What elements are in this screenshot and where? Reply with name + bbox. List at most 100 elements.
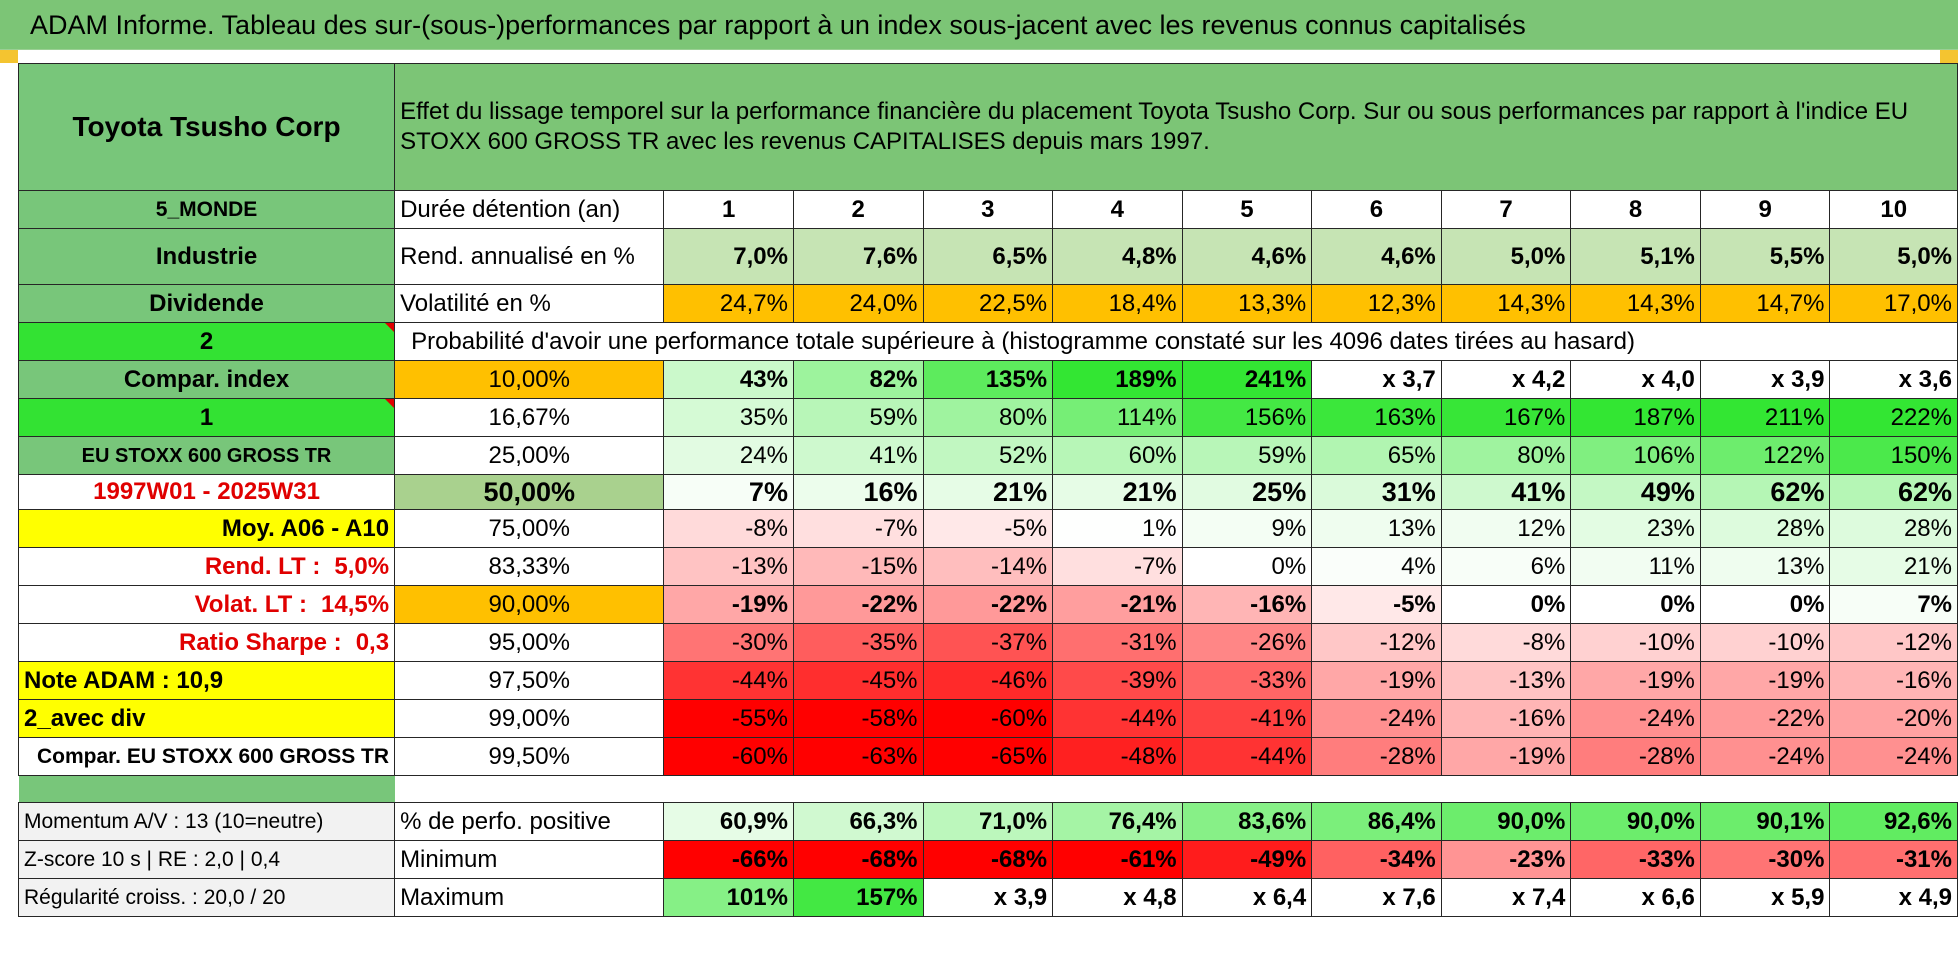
performance-table: Toyota Tsusho Corp Effet du lissage temp… (17, 63, 1958, 917)
quantile-value-cell: -41% (1181, 699, 1313, 738)
quantile-value-cell: -58% (792, 699, 924, 738)
rend-lt-label-text: Rend. LT : (204, 552, 321, 580)
quantile-value-cell: 189% (1052, 360, 1183, 399)
quantile-value-cell: -8% (663, 509, 794, 548)
pct-positive-cell: 86,4% (1311, 802, 1442, 841)
quantile-value-cell: x 4,2 (1440, 360, 1572, 399)
quantile-level-cell: 83,33% (394, 547, 665, 586)
quantile-value-cell: -7% (792, 509, 924, 548)
quantile-value-cell: 80% (1440, 436, 1572, 475)
sector-label: Industrie (17, 228, 396, 285)
quantile-value-cell: x 3,7 (1311, 360, 1442, 399)
quantile-value-cell: -45% (792, 661, 924, 700)
quantile-value-cell: -46% (922, 661, 1054, 700)
minimum-cell: -34% (1311, 840, 1442, 879)
compar-full-label: Compar. EU STOXX 600 GROSS TR (17, 737, 396, 776)
volatility-cell: 12,3% (1311, 284, 1442, 323)
quantile-level-cell: 97,50% (394, 661, 665, 700)
quantile-value-cell: -35% (792, 623, 924, 662)
quantile-value-cell: 13% (1311, 509, 1442, 548)
dividend-flag-cell[interactable]: 2 (17, 322, 396, 361)
quantile-value-cell: 0% (1570, 585, 1701, 624)
annual-return-label: Rend. annualisé en % (394, 228, 665, 285)
maximum-cell: 157% (792, 878, 924, 917)
quantile-value-cell: -48% (1052, 737, 1183, 776)
quantile-value-cell: -24% (1699, 737, 1831, 776)
volat-lt-label-value: 14,5% (321, 590, 390, 618)
sharpe-label-value: 0,3 (355, 628, 390, 656)
annual-return-cell: 5,1% (1570, 228, 1701, 285)
pct-positive-cell: 90,1% (1699, 802, 1831, 841)
quantile-value-cell: -33% (1181, 661, 1313, 700)
quantile-value-cell: -30% (663, 623, 794, 662)
pct-positive-cell: 83,6% (1181, 802, 1313, 841)
quantile-value-cell: -65% (922, 737, 1054, 776)
quantile-level-cell: 99,50% (394, 737, 665, 776)
quantile-value-cell: -5% (1311, 585, 1442, 624)
pct-positive-cell: 92,6% (1829, 802, 1958, 841)
quantile-value-cell: 7% (1829, 585, 1958, 624)
year-header-3: 3 (922, 190, 1054, 229)
quantile-value-cell: -44% (663, 661, 794, 700)
quantile-value-cell: 41% (1440, 474, 1572, 510)
quantile-value-cell: -44% (1052, 699, 1183, 738)
pct-positive-cell: 66,3% (792, 802, 924, 841)
quantile-value-cell: 25% (1181, 474, 1313, 510)
compar-index-label: Compar. index (17, 360, 396, 399)
minimum-cell: -68% (922, 840, 1054, 879)
sharpe-label: Ratio Sharpe : 0,3 (17, 623, 396, 662)
year-header-7: 7 (1440, 190, 1572, 229)
maximum-cell: x 7,4 (1440, 878, 1572, 917)
volatility-label: Volatilité en % (394, 284, 665, 323)
quantile-value-cell: 135% (922, 360, 1054, 399)
quantile-value-cell: 167% (1440, 398, 1572, 437)
minimum-cell: -68% (792, 840, 924, 879)
maximum-cell: x 6,4 (1181, 878, 1313, 917)
quantile-value-cell: -19% (1311, 661, 1442, 700)
volat-lt-label: Volat. LT : 14,5% (17, 585, 396, 624)
quantile-value-cell: 11% (1570, 547, 1701, 586)
momentum-label: Momentum A/V : 13 (10=neutre) (17, 802, 396, 841)
quantile-value-cell: 41% (792, 436, 924, 475)
quantile-value-cell: -21% (1052, 585, 1183, 624)
minimum-cell: -66% (663, 840, 794, 879)
volatility-cell: 24,7% (663, 284, 794, 323)
pct-positive-cell: 90,0% (1570, 802, 1701, 841)
quantile-value-cell: -15% (792, 547, 924, 586)
year-header-8: 8 (1570, 190, 1701, 229)
annual-return-cell: 4,6% (1181, 228, 1313, 285)
volatility-cell: 24,0% (792, 284, 924, 323)
quantile-value-cell: -22% (922, 585, 1054, 624)
quantile-value-cell: -12% (1829, 623, 1958, 662)
region-label: 5_MONDE (17, 190, 396, 229)
quantile-value-cell: 49% (1570, 474, 1701, 510)
quantile-value-cell: 21% (922, 474, 1054, 510)
quantile-value-cell: -24% (1570, 699, 1701, 738)
quantile-value-cell: 13% (1699, 547, 1831, 586)
report-title: ADAM Informe. Tableau des sur-(sous-)per… (0, 0, 1958, 50)
year-header-4: 4 (1052, 190, 1183, 229)
dividend-label: Dividende (17, 284, 396, 323)
year-header-2: 2 (792, 190, 924, 229)
annual-return-cell: 4,6% (1311, 228, 1442, 285)
quantile-value-cell: 1% (1052, 509, 1183, 548)
probability-caption: Probabilité d'avoir une performance tota… (394, 322, 1830, 361)
company-name: Toyota Tsusho Corp (17, 63, 396, 191)
period-label: 1997W01 - 2025W31 (17, 474, 396, 510)
annual-return-cell: 5,0% (1440, 228, 1572, 285)
quantile-value-cell: -22% (1699, 699, 1831, 738)
minimum-cell: -61% (1052, 840, 1183, 879)
quantile-level-cell: 25,00% (394, 436, 665, 475)
year-header-10: 10 (1829, 190, 1958, 229)
volat-lt-label-text: Volat. LT : (194, 590, 307, 618)
pct-positive-label: % de perfo. positive (394, 802, 665, 841)
quantile-value-cell: 59% (792, 398, 924, 437)
quantile-value-cell: -16% (1440, 699, 1572, 738)
maximum-cell: x 7,6 (1311, 878, 1442, 917)
quantile-value-cell: -10% (1570, 623, 1701, 662)
index-flag-cell[interactable]: 1 (17, 398, 396, 437)
quantile-value-cell: 106% (1570, 436, 1701, 475)
quantile-level-cell: 90,00% (394, 585, 665, 624)
annual-return-cell: 5,5% (1699, 228, 1831, 285)
empty-cell (1829, 322, 1958, 361)
